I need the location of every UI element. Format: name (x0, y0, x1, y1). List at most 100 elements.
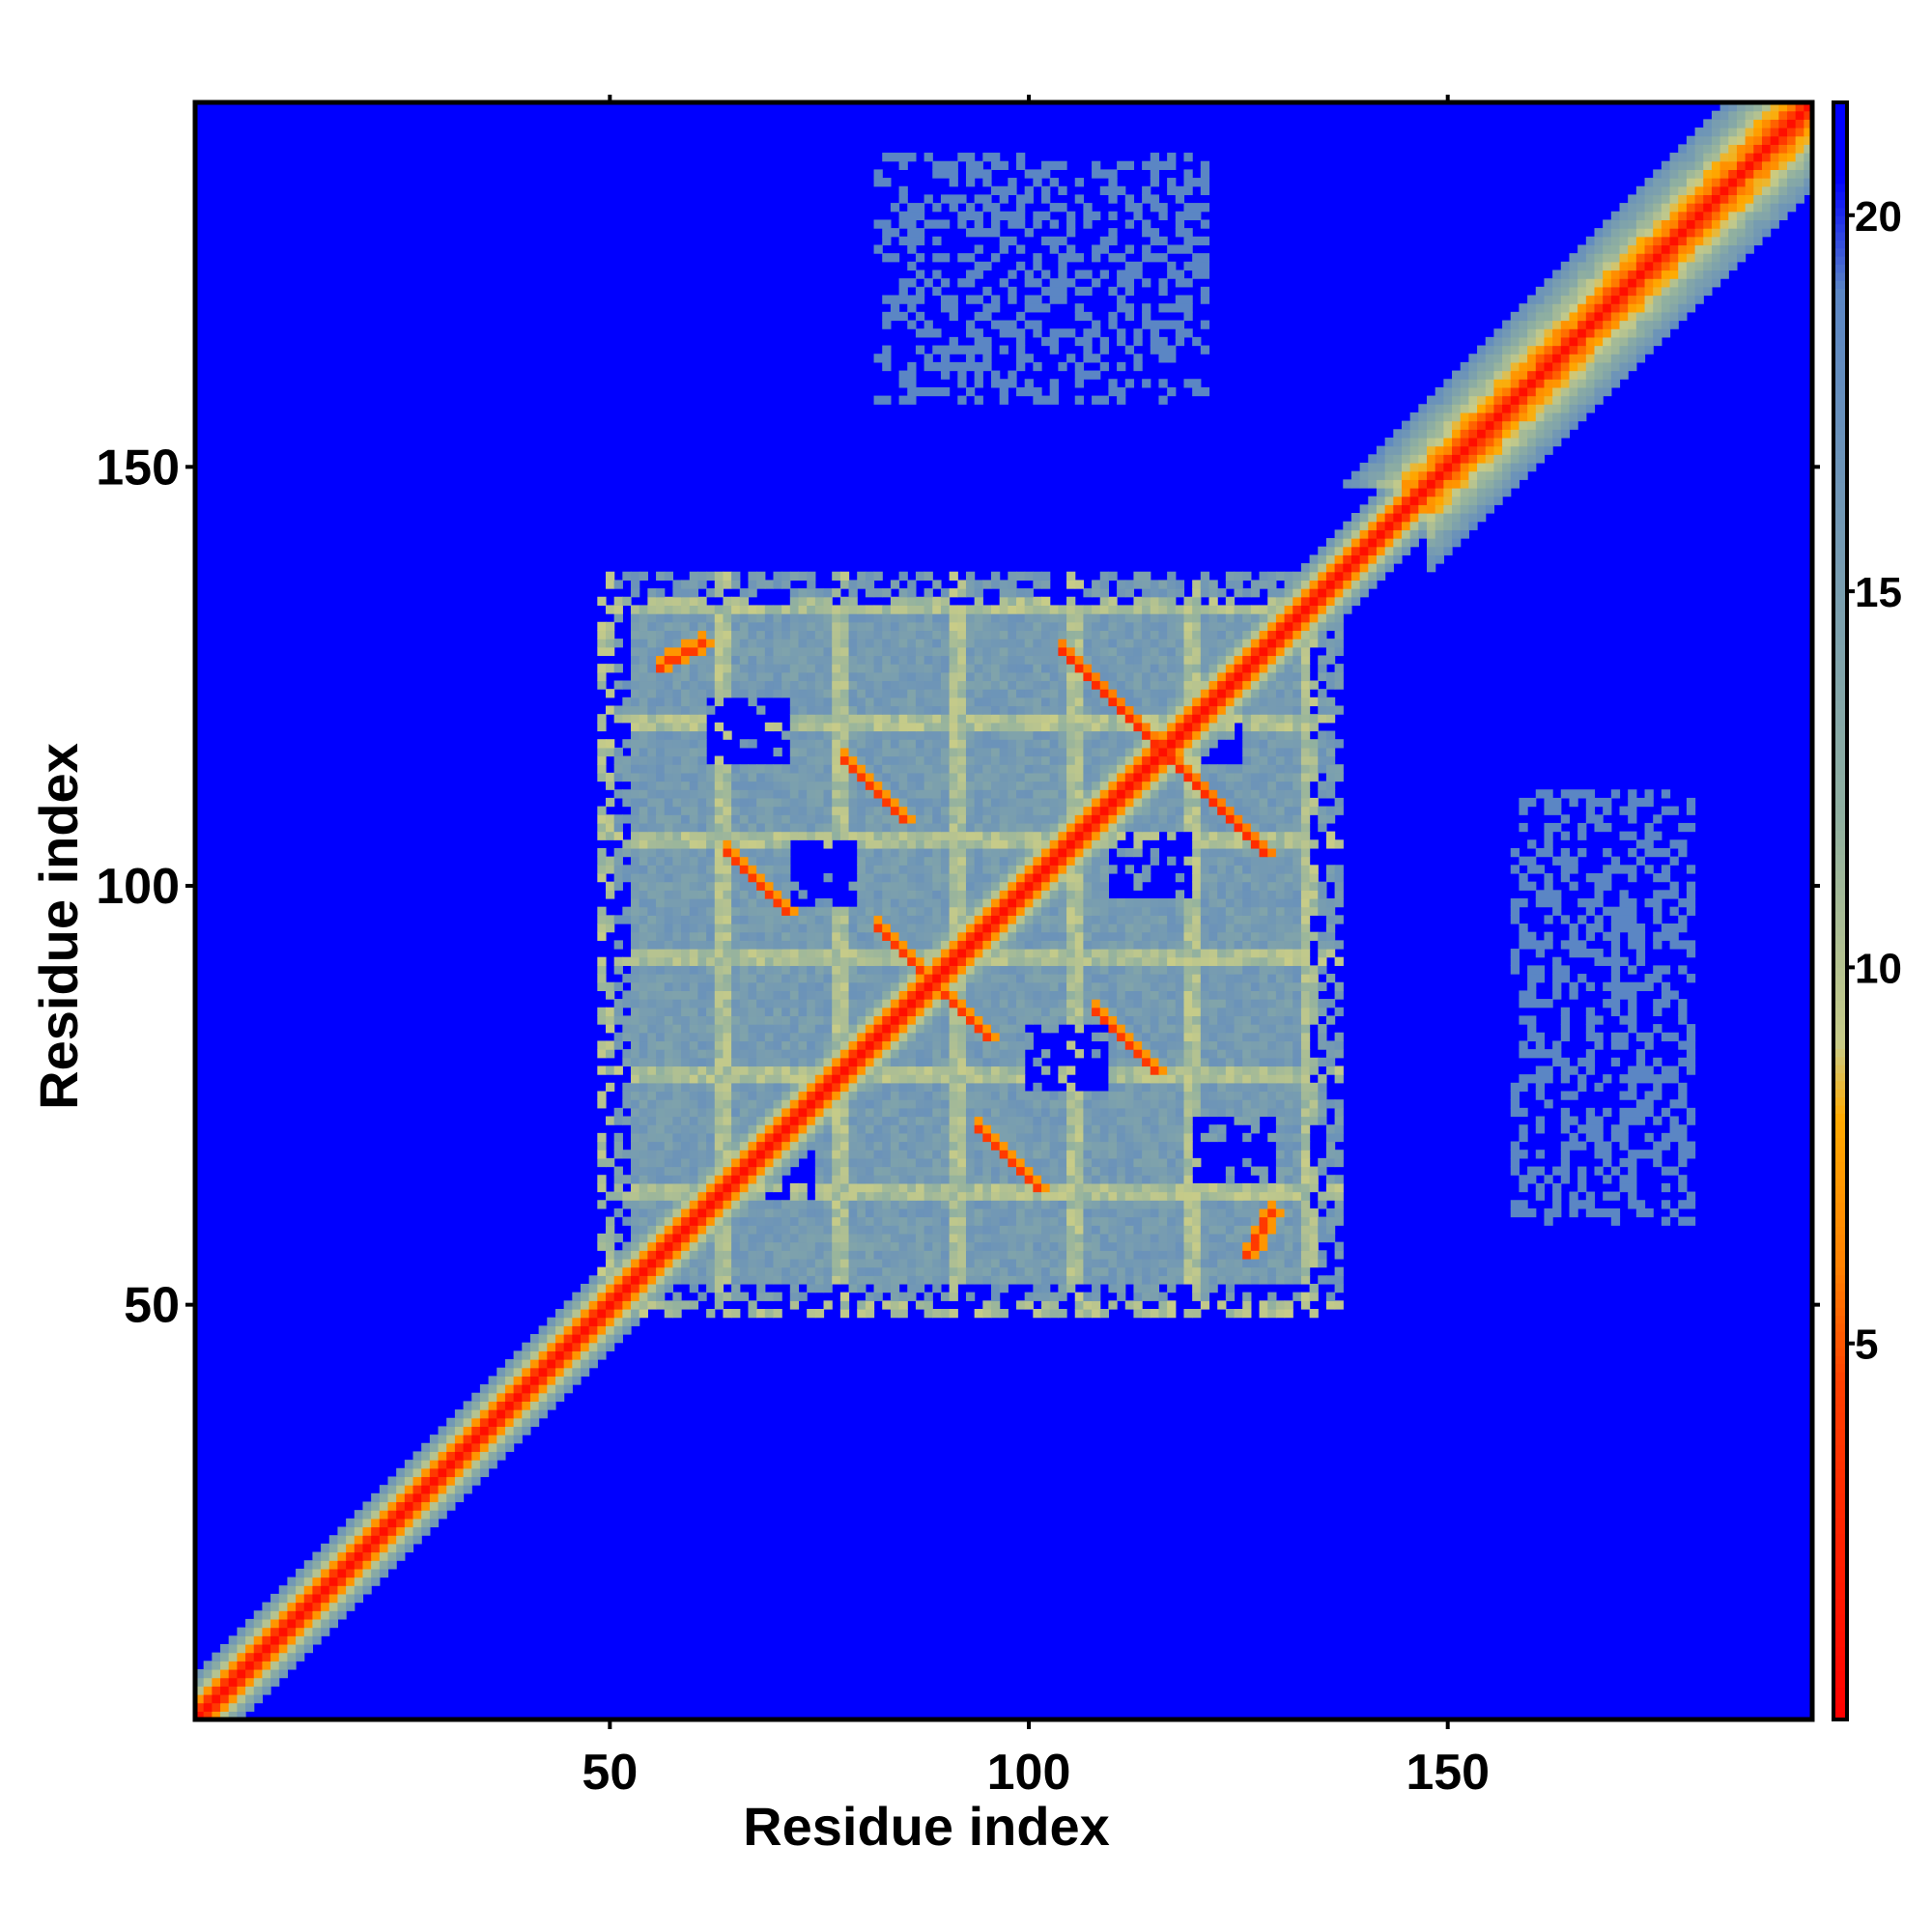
heatmap-cell (739, 1150, 750, 1159)
heatmap-cell (832, 1208, 841, 1218)
heatmap-cell (1083, 1150, 1093, 1159)
heatmap-cell (974, 1132, 983, 1143)
heatmap-cell (1092, 906, 1101, 916)
heatmap-cell (262, 1643, 271, 1654)
heatmap-cell (1259, 1074, 1268, 1084)
heatmap-cell (631, 881, 640, 891)
heatmap-cell (387, 1560, 397, 1570)
heatmap-cell (1049, 974, 1059, 983)
heatmap-cell (471, 1460, 481, 1469)
heatmap-cell (672, 1099, 682, 1109)
heatmap-cell (1158, 1292, 1168, 1301)
heatmap-cell (1635, 1208, 1654, 1218)
heatmap-cell (1041, 999, 1051, 1009)
heatmap-cell (1200, 906, 1210, 916)
heatmap-cell (848, 1040, 858, 1050)
heatmap-cell (723, 1150, 732, 1159)
heatmap-cell (1175, 1191, 1185, 1201)
heatmap-cell (974, 1116, 983, 1125)
heatmap-cell (547, 1317, 556, 1326)
heatmap-cell (714, 1250, 724, 1260)
heatmap-cell (839, 1275, 850, 1285)
heatmap-cell (898, 1208, 908, 1218)
heatmap-cell (789, 1191, 800, 1201)
heatmap-cell (1293, 999, 1302, 1009)
heatmap-cell (923, 1200, 933, 1209)
heatmap-cell (1293, 1141, 1302, 1151)
heatmap-cell (228, 1652, 238, 1662)
heatmap-cell (932, 1150, 942, 1159)
heatmap-cell (723, 1107, 732, 1118)
heatmap-cell (731, 1308, 741, 1319)
heatmap-cell (1250, 1250, 1261, 1260)
heatmap-cell (1309, 990, 1319, 1000)
heatmap-cell (563, 1342, 573, 1351)
heatmap-cell (647, 1216, 657, 1226)
heatmap-cell (681, 981, 691, 991)
heatmap-cell (681, 1065, 691, 1075)
heatmap-cell (940, 1308, 951, 1319)
heatmap-cell (764, 923, 775, 933)
heatmap-cell (488, 1401, 497, 1410)
heatmap-cell (1024, 1157, 1034, 1168)
heatmap-cell (681, 1132, 691, 1143)
heatmap-cell (1074, 1292, 1084, 1301)
heatmap-cell (1142, 1150, 1151, 1159)
heatmap-cell (923, 1292, 933, 1301)
heatmap-cell (463, 1485, 472, 1494)
heatmap-cell (463, 1476, 472, 1486)
heatmap-cell (999, 1200, 1009, 1209)
heatmap-cell (739, 915, 750, 924)
heatmap-cell (1208, 897, 1218, 908)
heatmap-cell (287, 1661, 297, 1670)
heatmap-cell (1117, 1208, 1126, 1218)
heatmap-cell (898, 1107, 908, 1118)
heatmap-cell (706, 1216, 716, 1226)
heatmap-cell (697, 1208, 707, 1218)
heatmap-cell (1167, 1057, 1177, 1067)
heatmap-cell (1275, 1275, 1286, 1285)
heatmap-cell (1033, 1007, 1042, 1017)
heatmap-cell (907, 1091, 917, 1100)
heatmap-cell (748, 1091, 757, 1100)
heatmap-cell (1158, 931, 1168, 941)
heatmap-cell (756, 1107, 766, 1118)
heatmap-cell (1016, 1065, 1026, 1075)
heatmap-cell (1083, 999, 1093, 1009)
heatmap-cell (865, 1124, 875, 1134)
heatmap-cell (982, 1049, 992, 1059)
heatmap-cell (1133, 931, 1143, 941)
heatmap-cell (1610, 923, 1646, 933)
heatmap-cell (454, 1492, 465, 1503)
heatmap-cell (554, 1376, 565, 1385)
heatmap-cell (773, 956, 782, 966)
heatmap-cell (915, 974, 925, 983)
heatmap-cell (689, 1300, 699, 1310)
heatmap-cell (1217, 1182, 1227, 1193)
heatmap-cell (1585, 872, 1612, 883)
heatmap-cell (832, 1124, 841, 1134)
heatmap-cell (1217, 1200, 1227, 1209)
heatmap-cell (479, 1467, 490, 1478)
heatmap-cell (999, 1065, 1009, 1075)
heatmap-cell (781, 965, 791, 975)
heatmap-cell (1049, 865, 1059, 874)
heatmap-cell (387, 1510, 397, 1520)
heatmap-cell (1334, 1300, 1344, 1310)
heatmap-cell (731, 1107, 741, 1118)
heatmap-cell (965, 1116, 976, 1125)
heatmap-cell (1008, 1132, 1017, 1143)
heatmap-cell (1016, 1024, 1026, 1034)
heatmap-cell (253, 1627, 263, 1636)
heatmap-cell (949, 865, 958, 874)
heatmap-cell (1142, 1074, 1151, 1084)
heatmap-cell (982, 1191, 992, 1201)
heatmap-cell (1041, 865, 1051, 874)
heatmap-cell (613, 1040, 623, 1050)
heatmap-cell (1208, 1040, 1218, 1050)
heatmap-cell (1099, 1241, 1118, 1251)
heatmap-cell (1066, 1191, 1076, 1201)
heatmap-cell (287, 1577, 297, 1586)
heatmap-cell (438, 1476, 447, 1486)
heatmap-cell (890, 1040, 900, 1050)
